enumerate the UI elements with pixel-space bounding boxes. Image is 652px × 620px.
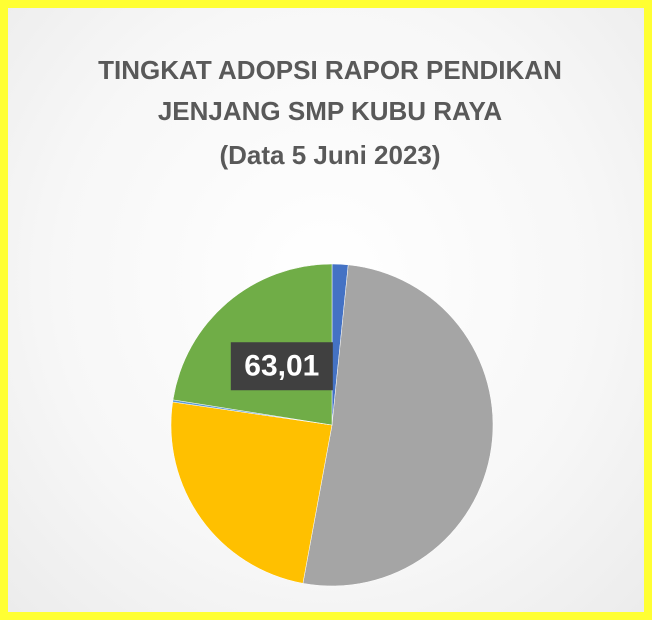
chart-title: JENJANG SMP KUBU RAYA: [158, 96, 503, 126]
pie-slice: [302, 264, 494, 587]
data-label: 63,01: [244, 350, 319, 383]
chart-title: TINGKAT ADOPSI RAPOR PENDIKAN: [98, 55, 562, 85]
pie-slice: [170, 401, 333, 584]
data-label-box: [230, 342, 333, 391]
chart-title: (Data 5 Juni 2023): [219, 140, 440, 170]
